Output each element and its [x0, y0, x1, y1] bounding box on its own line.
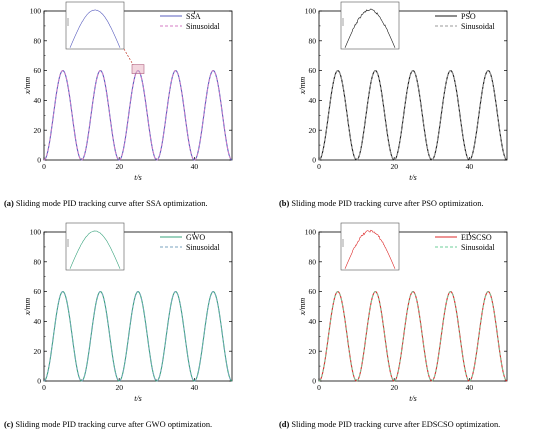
- y-tick-label: 80: [34, 36, 42, 45]
- y-tick-label: 40: [309, 96, 317, 105]
- inset-frame: [65, 1, 125, 50]
- y-axis-label: x/mm: [23, 298, 32, 317]
- legend-label: SSA: [186, 12, 201, 21]
- y-tick-label: 60: [309, 287, 317, 296]
- caption-a: (a) Sliding mode PID tracking curve afte…: [4, 199, 274, 208]
- y-tick-label: 20: [34, 126, 42, 135]
- y-tick-label: 80: [34, 257, 42, 266]
- y-tick-label: 40: [34, 96, 42, 105]
- x-tick-label: 20: [390, 162, 398, 171]
- x-axis-label: t/s: [409, 394, 417, 403]
- y-tick-label: 0: [37, 377, 41, 386]
- caption-b-text: Sliding mode PID tracking curve after PS…: [289, 199, 484, 208]
- panel-d: 0 20 40 60 80 100 0 20 40 t/s x/mm EDSCSO Sinusoidal…: [275, 221, 550, 439]
- legend-label: Sinusoidal: [461, 22, 496, 31]
- y-tick-label: 100: [30, 228, 42, 237]
- y-tick-label: 20: [309, 126, 317, 135]
- inset-curve: [344, 8, 396, 48]
- caption-a-tag: (a): [4, 199, 14, 208]
- y-tick-label: 60: [34, 287, 42, 296]
- inset-frame: [340, 222, 400, 271]
- caption-a-text: Sliding mode PID tracking curve after SS…: [13, 199, 208, 208]
- zoom-region: [131, 64, 145, 74]
- caption-d: (d) Sliding mode PID tracking curve afte…: [279, 420, 549, 429]
- inset-curve: [69, 230, 121, 269]
- y-tick-label: 20: [309, 347, 317, 356]
- x-tick-label: 40: [466, 162, 474, 171]
- x-tick-label: 0: [42, 162, 46, 171]
- y-tick-label: 100: [305, 228, 317, 237]
- series-line-reference: [43, 291, 233, 382]
- x-axis-label: t/s: [134, 394, 142, 403]
- inset-curve: [69, 9, 121, 48]
- y-tick-label: 0: [37, 156, 41, 165]
- y-tick-label: 100: [30, 7, 42, 16]
- series-line-reference: [318, 291, 508, 382]
- x-tick-label: 0: [317, 162, 321, 171]
- legend-label: Sinusoidal: [186, 22, 221, 31]
- x-axis-label: t/s: [134, 173, 142, 182]
- x-tick-label: 20: [390, 383, 398, 392]
- zoom-connector: [123, 48, 134, 65]
- y-tick-label: 60: [34, 66, 42, 75]
- y-tick-label: 80: [309, 36, 317, 45]
- legend-label: GWO: [186, 233, 205, 242]
- x-tick-label: 40: [191, 383, 199, 392]
- inset-frame: [65, 222, 125, 271]
- caption-b: (b) Sliding mode PID tracking curve afte…: [279, 199, 549, 208]
- y-axis-label: x/mm: [298, 77, 307, 96]
- y-tick-label: 40: [34, 317, 42, 326]
- x-tick-label: 40: [466, 383, 474, 392]
- panel-b: 0 20 40 60 80 100 0 20 40 t/s x/mm PSO Sinusoidal (b…: [275, 0, 550, 218]
- series-line-reference: [318, 70, 508, 161]
- y-tick-label: 40: [309, 317, 317, 326]
- caption-d-text: Sliding mode PID tracking curve after ED…: [289, 420, 501, 429]
- y-tick-label: 20: [34, 347, 42, 356]
- panel-a: 0 20 40 60 80 100 0 20 40 t/s x/mm SSA Sinusoidal (a…: [0, 0, 275, 218]
- panel-c: 0 20 40 60 80 100 0 20 40 t/s x/mm GWO Sinusoidal (c…: [0, 221, 275, 439]
- y-tick-label: 0: [312, 156, 316, 165]
- legend-label: Sinusoidal: [186, 243, 221, 252]
- y-tick-label: 60: [309, 66, 317, 75]
- inset-curve: [344, 229, 396, 269]
- y-tick-label: 80: [309, 257, 317, 266]
- caption-d-tag: (d): [279, 420, 290, 429]
- legend-label: PSO: [461, 12, 476, 21]
- x-axis-label: t/s: [409, 173, 417, 182]
- x-tick-label: 20: [115, 162, 123, 171]
- y-tick-label: 0: [312, 377, 316, 386]
- y-axis-label: x/mm: [23, 77, 32, 96]
- caption-c-text: Sliding mode PID tracking curve after GW…: [13, 420, 213, 429]
- inset-frame: [340, 1, 400, 50]
- caption-c-tag: (c): [4, 420, 14, 429]
- legend-label: Sinusoidal: [461, 243, 496, 252]
- y-tick-label: 100: [305, 7, 317, 16]
- x-tick-label: 0: [317, 383, 321, 392]
- x-tick-label: 40: [191, 162, 199, 171]
- caption-b-tag: (b): [279, 199, 290, 208]
- x-tick-label: 0: [42, 383, 46, 392]
- x-tick-label: 20: [115, 383, 123, 392]
- y-axis-label: x/mm: [298, 298, 307, 317]
- caption-c: (c) Sliding mode PID tracking curve afte…: [4, 420, 274, 429]
- legend-label: EDSCSO: [461, 233, 492, 242]
